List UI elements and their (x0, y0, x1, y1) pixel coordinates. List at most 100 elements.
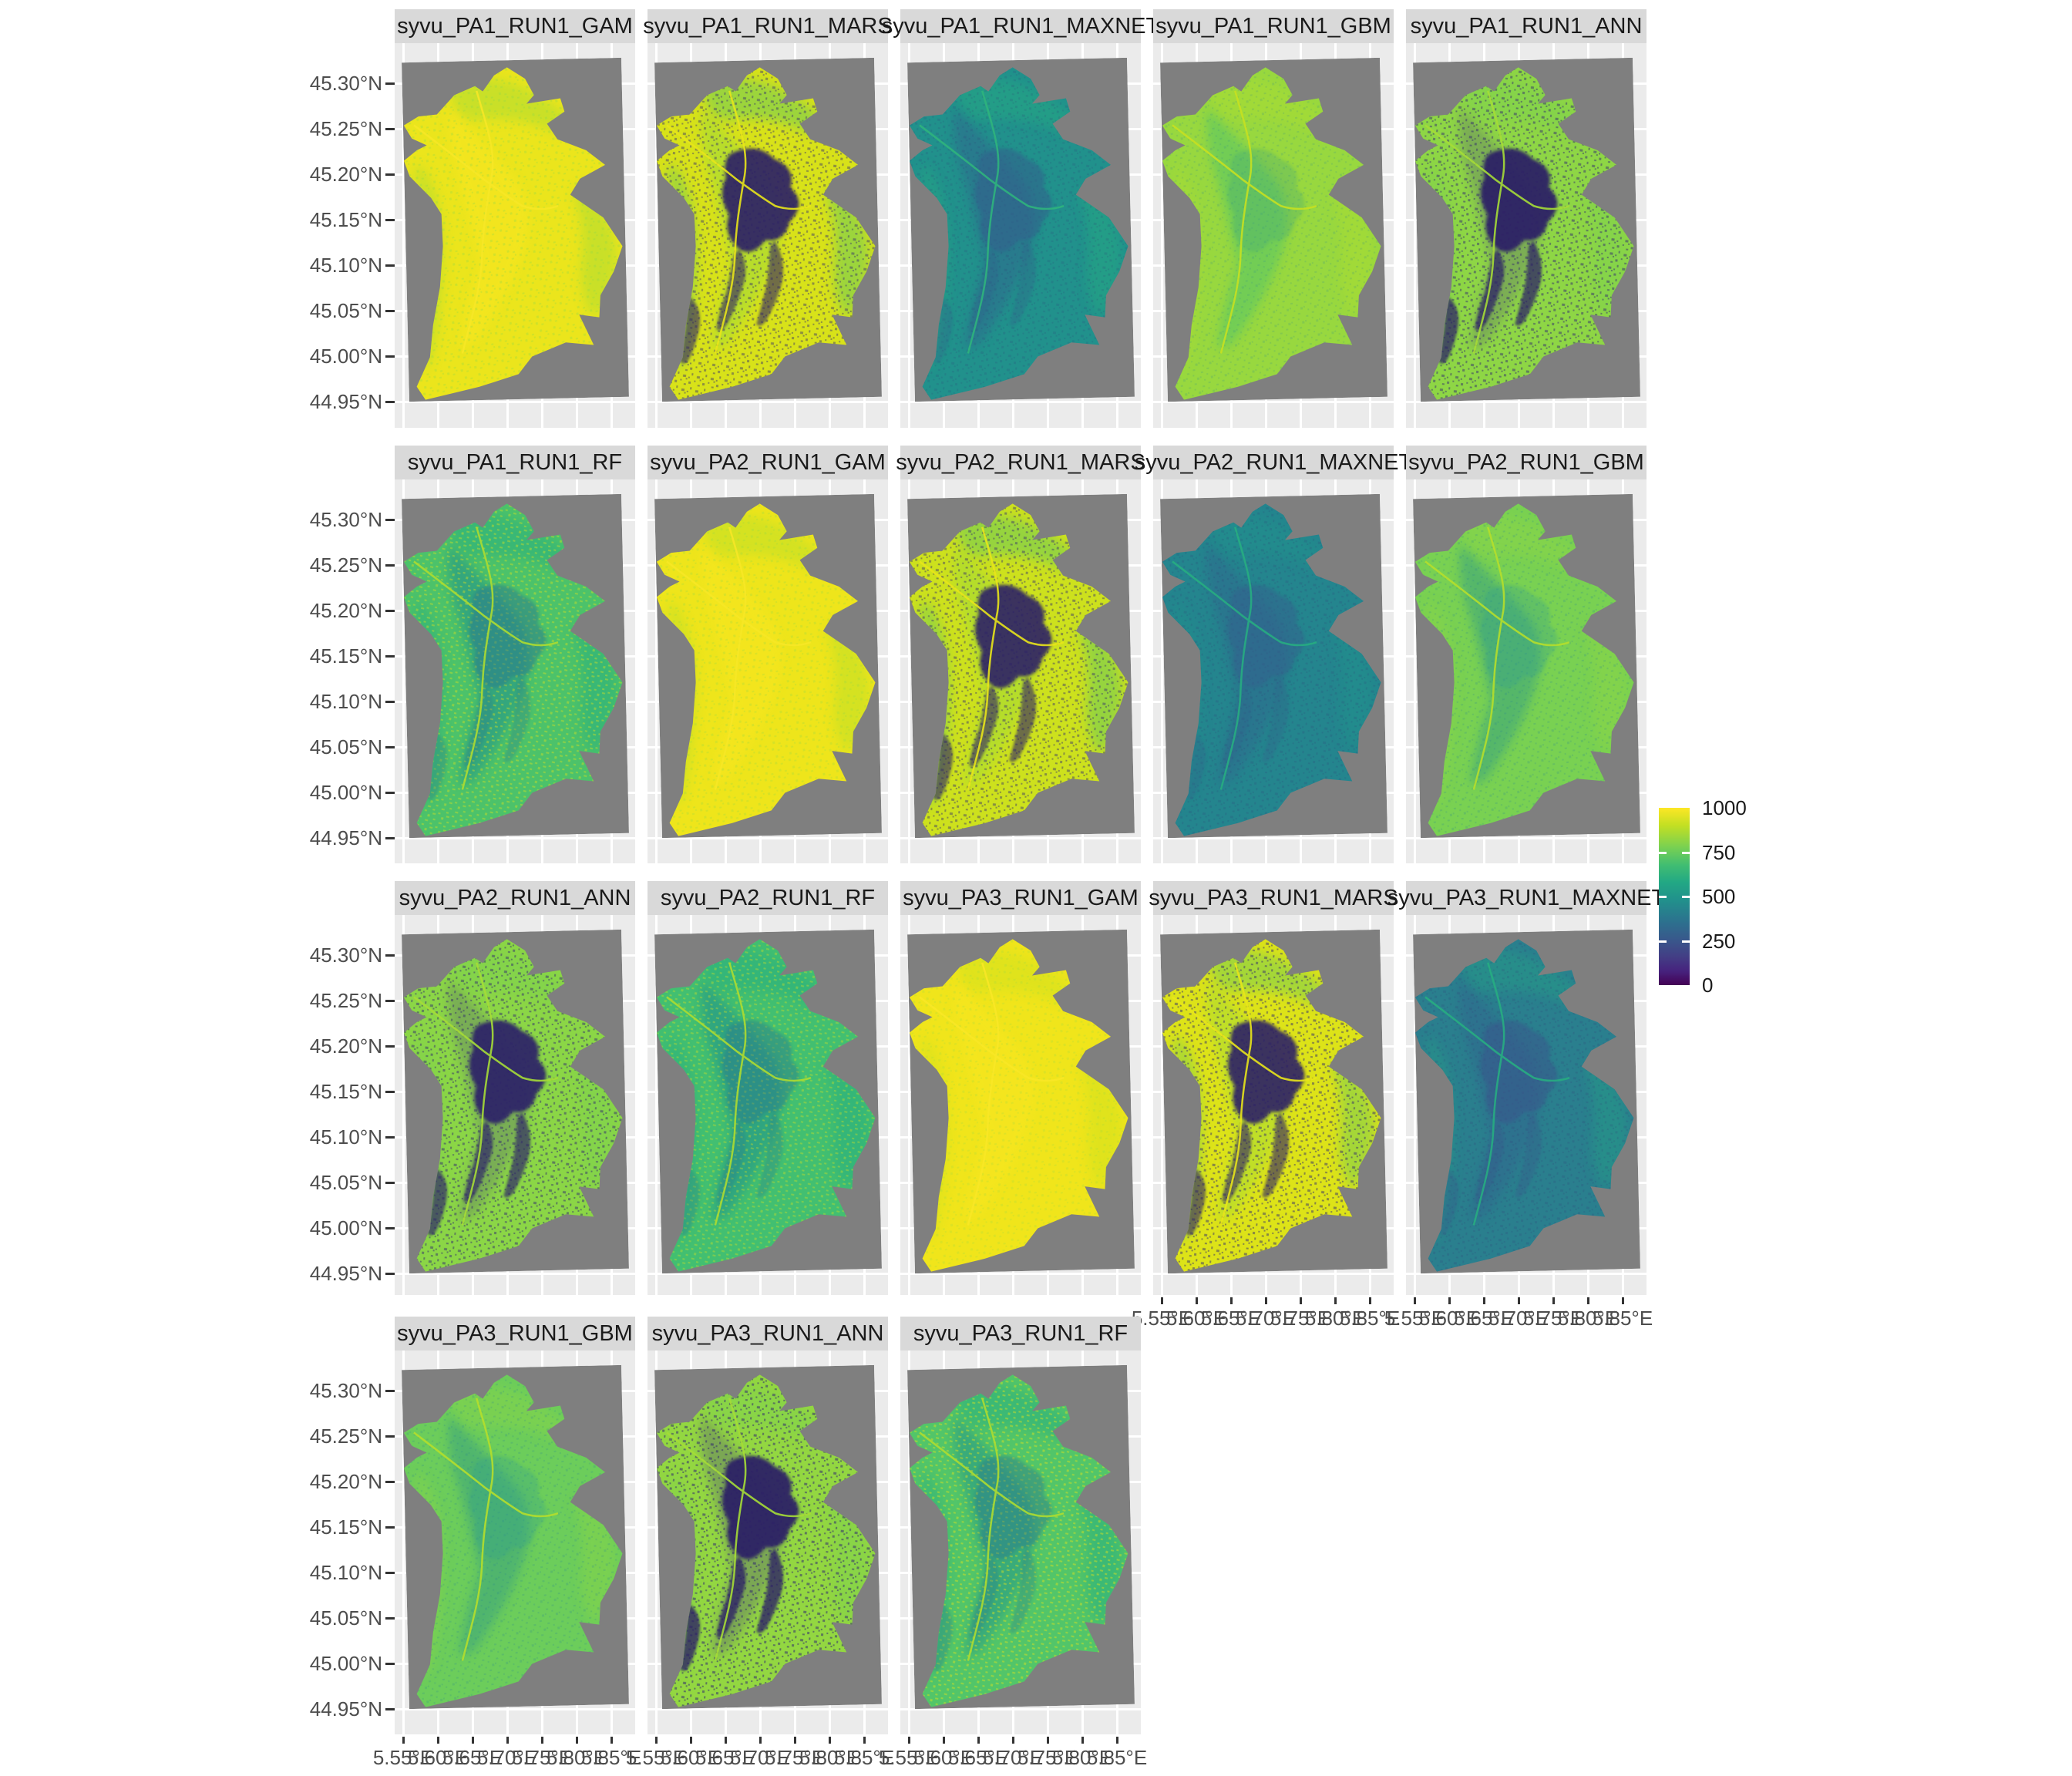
facet-panel (900, 43, 1141, 428)
facet-panel (395, 43, 635, 428)
legend-tick-label: 250 (1702, 929, 1736, 953)
region-map-svg (654, 929, 882, 1274)
gridline-horizontal (648, 837, 888, 839)
region-map-svg (402, 493, 629, 839)
region-map-svg (1160, 929, 1388, 1274)
x-axis-label: 5.75°E (764, 1746, 826, 1769)
y-axis-label: 45.00°N (309, 1652, 382, 1675)
x-axis-label: 5.80°E (546, 1746, 607, 1769)
y-axis-tick (385, 1481, 395, 1483)
region-map-svg (1160, 493, 1388, 839)
facet-strip-label: syvu_PA3_RUN1_RF (913, 1320, 1128, 1346)
facet-strip-label: syvu_PA1_RUN1_MARS (643, 13, 893, 39)
x-axis-label: 5.65°E (442, 1746, 503, 1769)
facet-panel (1153, 479, 1394, 863)
x-axis-tick (1265, 1297, 1267, 1304)
gridline-vertical (1161, 915, 1163, 1295)
x-axis-tick (1047, 1737, 1049, 1744)
gridline-horizontal (395, 837, 635, 839)
x-axis-tick (1161, 1297, 1163, 1304)
legend-tick-mark (1659, 851, 1667, 854)
raster-map (402, 493, 629, 839)
x-axis-label: 5.55°E (625, 1746, 687, 1769)
y-axis-tick (385, 401, 395, 403)
raster-map (654, 929, 882, 1274)
x-axis-label: 5.65°E (1453, 1307, 1515, 1330)
raster-map (1413, 929, 1640, 1274)
x-axis-tick (1552, 1297, 1555, 1304)
facet-panel (395, 1350, 635, 1734)
raster-map (907, 929, 1135, 1274)
facet-strip: syvu_PA1_RUN1_GBM (1153, 9, 1394, 43)
x-axis-label: 5.55°E (1384, 1307, 1445, 1330)
y-axis-tick (385, 701, 395, 703)
x-axis-tick (977, 1737, 980, 1744)
raster-map (654, 57, 882, 402)
y-axis-tick (385, 1390, 395, 1392)
facet-strip-label: syvu_PA2_RUN1_MAXNET (1134, 449, 1413, 475)
x-axis-tick (1334, 1297, 1337, 1304)
facet-panel (395, 915, 635, 1295)
y-axis-tick (385, 355, 395, 358)
y-axis-label: 45.30°N (309, 944, 382, 967)
y-axis-label: 45.15°N (309, 1080, 382, 1103)
gridline-horizontal (900, 837, 1141, 839)
y-axis-tick (385, 1045, 395, 1048)
gridline-horizontal (1406, 401, 1646, 403)
y-axis-tick (385, 1000, 395, 1002)
y-axis-tick (385, 1617, 395, 1620)
x-axis-tick (472, 1737, 474, 1744)
gridline-vertical (1414, 43, 1416, 428)
gridline-horizontal (1406, 837, 1646, 839)
x-axis-tick (1587, 1297, 1589, 1304)
x-axis-label: 5.55°E (372, 1746, 434, 1769)
facet-panel (900, 479, 1141, 863)
x-axis-label: 5.65°E (1200, 1307, 1262, 1330)
y-axis-tick (385, 954, 395, 957)
y-axis-tick (385, 1435, 395, 1438)
y-axis-tick (385, 1182, 395, 1184)
facet-panel (648, 915, 888, 1295)
x-axis-label: 5.75°E (1522, 1307, 1584, 1330)
y-axis-tick (385, 310, 395, 312)
facet-panel (1153, 915, 1394, 1295)
y-axis-label: 45.30°N (309, 1379, 382, 1402)
y-axis-tick (385, 1572, 395, 1574)
y-axis-label: 45.00°N (309, 781, 382, 804)
x-axis-tick (1300, 1297, 1302, 1304)
facet-strip-label: syvu_PA3_RUN1_ANN (651, 1320, 884, 1346)
x-axis-label: 5.75°E (1017, 1746, 1078, 1769)
y-axis-label: 45.25°N (309, 989, 382, 1012)
y-axis-label: 45.20°N (309, 163, 382, 186)
region-map-svg (402, 1364, 629, 1710)
raster-map (654, 493, 882, 839)
raster-map (907, 1364, 1135, 1710)
x-axis-label: 5.80°E (1557, 1307, 1619, 1330)
gridline-vertical (1161, 43, 1163, 428)
x-axis-tick (1483, 1297, 1485, 1304)
gridline-vertical (402, 479, 405, 863)
raster-map (1160, 57, 1388, 402)
raster-map (907, 493, 1135, 839)
gridline-vertical (1414, 479, 1416, 863)
legend-tick-label: 500 (1702, 885, 1736, 908)
facet-strip-label: syvu_PA1_RUN1_GAM (397, 13, 633, 39)
gridline-vertical (1414, 915, 1416, 1295)
facet-strip-label: syvu_PA3_RUN1_MAXNET (1387, 885, 1666, 910)
region-map-svg (1413, 929, 1640, 1274)
facet-strip-label: syvu_PA2_RUN1_MARS (896, 449, 1145, 475)
facet-strip-label: syvu_PA3_RUN1_GBM (397, 1320, 633, 1346)
gridline-horizontal (395, 401, 635, 403)
y-axis-label: 45.05°N (309, 299, 382, 322)
x-axis-tick (1230, 1297, 1233, 1304)
y-axis-label: 45.15°N (309, 208, 382, 231)
x-axis-tick (943, 1737, 945, 1744)
facet-strip: syvu_PA3_RUN1_ANN (648, 1317, 888, 1350)
x-axis-tick (655, 1737, 658, 1744)
y-axis-tick (385, 1663, 395, 1665)
gridline-horizontal (395, 1708, 635, 1710)
gridline-horizontal (648, 401, 888, 403)
y-axis-tick (385, 519, 395, 521)
facet-panel (648, 479, 888, 863)
x-axis-tick (1012, 1737, 1014, 1744)
